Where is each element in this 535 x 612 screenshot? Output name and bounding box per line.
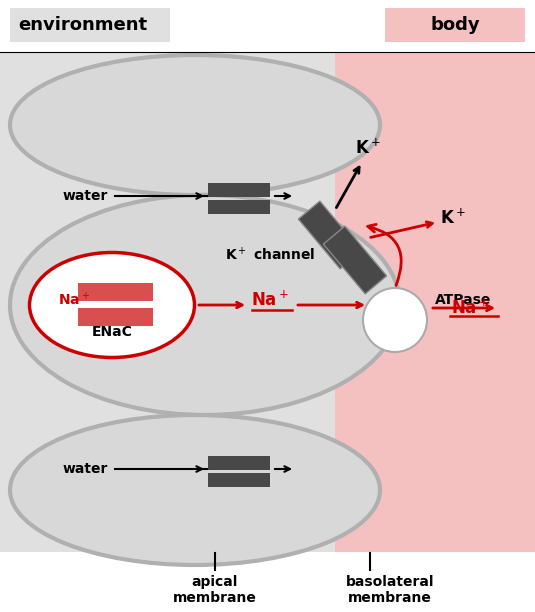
Bar	[78, 308, 153, 326]
FancyBboxPatch shape	[10, 8, 170, 42]
Text: Na$^+$: Na$^+$	[451, 299, 489, 318]
Bar	[208, 456, 270, 470]
Text: Na$^+$: Na$^+$	[251, 290, 289, 310]
Bar	[323, 226, 387, 294]
Ellipse shape	[10, 415, 380, 565]
Text: K$^+$: K$^+$	[440, 208, 466, 228]
Ellipse shape	[10, 195, 400, 415]
Text: basolateral
membrane: basolateral membrane	[346, 575, 434, 605]
Text: environment: environment	[18, 16, 147, 34]
Bar	[0, 0, 535, 52]
Bar	[208, 183, 270, 197]
Text: K$^+$: K$^+$	[355, 138, 381, 158]
Text: ENaC: ENaC	[91, 325, 133, 339]
Circle shape	[363, 288, 427, 352]
Bar	[78, 283, 153, 301]
Bar	[0, 52, 535, 552]
Text: apical
membrane: apical membrane	[173, 575, 257, 605]
Text: body: body	[430, 16, 480, 34]
Bar	[208, 200, 270, 214]
Text: K$^+$ channel: K$^+$ channel	[225, 247, 315, 264]
Text: water: water	[63, 189, 108, 203]
Ellipse shape	[10, 55, 380, 195]
Bar	[0, 552, 535, 612]
FancyArrowPatch shape	[368, 225, 401, 285]
Bar	[208, 473, 270, 487]
Ellipse shape	[29, 253, 195, 357]
Text: ATPase: ATPase	[435, 293, 491, 307]
Bar	[299, 201, 362, 269]
Text: water: water	[63, 462, 108, 476]
Bar	[335, 52, 535, 552]
Text: Na$^+$: Na$^+$	[58, 291, 90, 308]
FancyBboxPatch shape	[385, 8, 525, 42]
